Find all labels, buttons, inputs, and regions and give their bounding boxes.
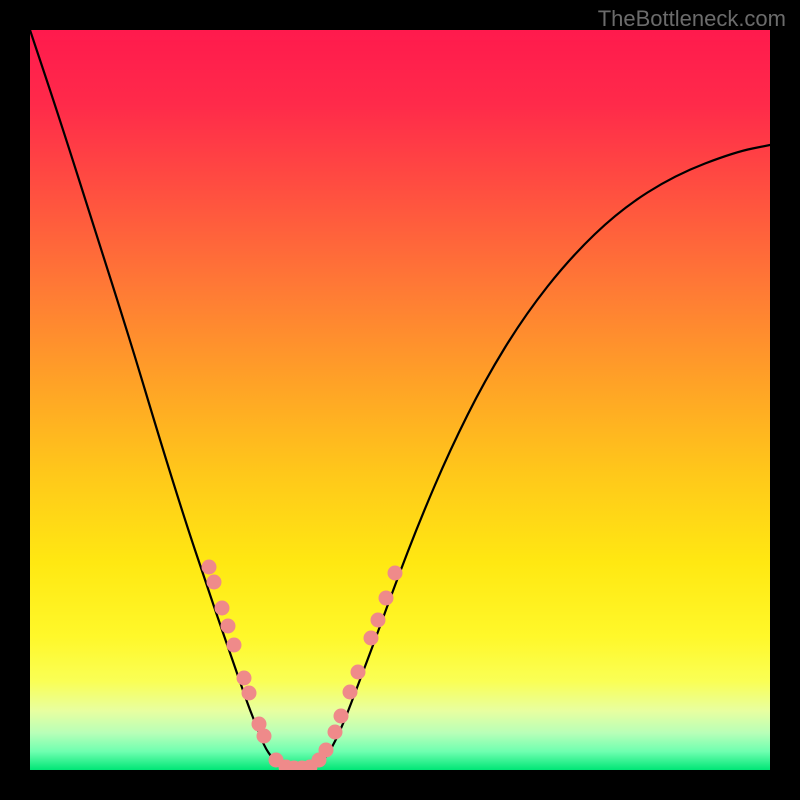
curve-marker (257, 729, 272, 744)
curve-marker (371, 613, 386, 628)
curve-marker (202, 560, 217, 575)
curve-marker (343, 685, 358, 700)
plot-svg (30, 30, 770, 770)
chart-container: TheBottleneck.com (0, 0, 800, 800)
curve-marker (319, 743, 334, 758)
curve-marker (242, 686, 257, 701)
curve-marker (237, 671, 252, 686)
curve-marker (379, 591, 394, 606)
curve-marker (207, 575, 222, 590)
curve-marker (334, 709, 349, 724)
curve-marker (328, 725, 343, 740)
curve-marker (221, 619, 236, 634)
watermark-text: TheBottleneck.com (598, 6, 786, 32)
curve-marker (351, 665, 366, 680)
curve-marker (215, 601, 230, 616)
curve-marker (364, 631, 379, 646)
gradient-background (30, 30, 770, 770)
curve-marker (388, 566, 403, 581)
curve-marker (227, 638, 242, 653)
